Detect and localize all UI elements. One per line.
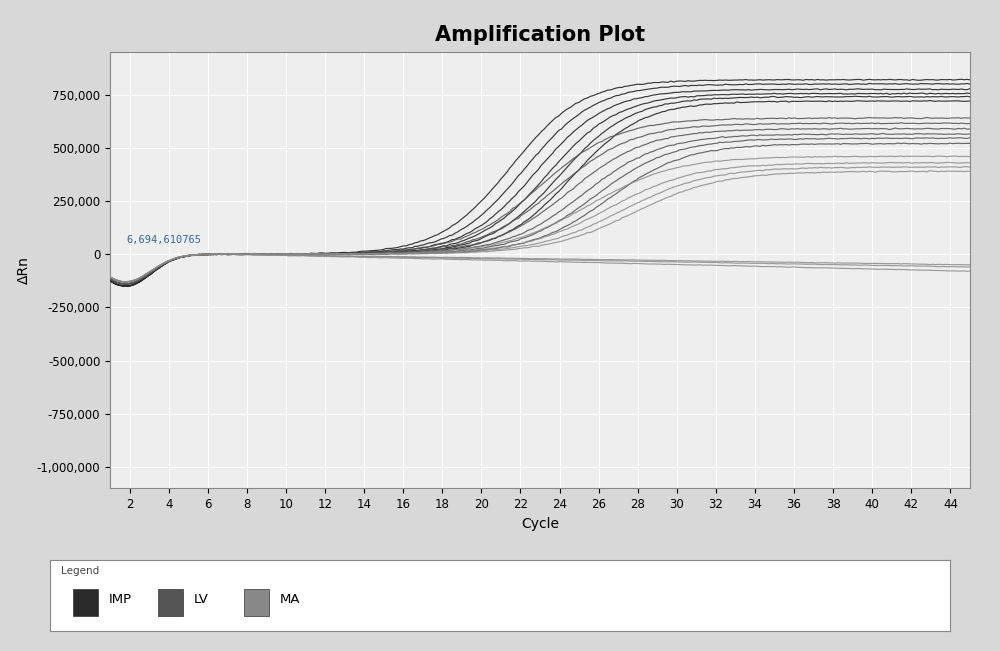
Text: 6,694,610765: 6,694,610765 <box>127 234 202 245</box>
Title: Amplification Plot: Amplification Plot <box>435 25 645 45</box>
FancyBboxPatch shape <box>158 589 183 616</box>
Text: LV: LV <box>194 594 209 607</box>
FancyBboxPatch shape <box>244 589 269 616</box>
Y-axis label: ΔRn: ΔRn <box>17 256 31 284</box>
FancyBboxPatch shape <box>72 589 98 616</box>
Text: IMP: IMP <box>108 594 132 607</box>
X-axis label: Cycle: Cycle <box>521 516 559 531</box>
Text: Legend: Legend <box>61 566 99 575</box>
Text: MA: MA <box>280 594 300 607</box>
